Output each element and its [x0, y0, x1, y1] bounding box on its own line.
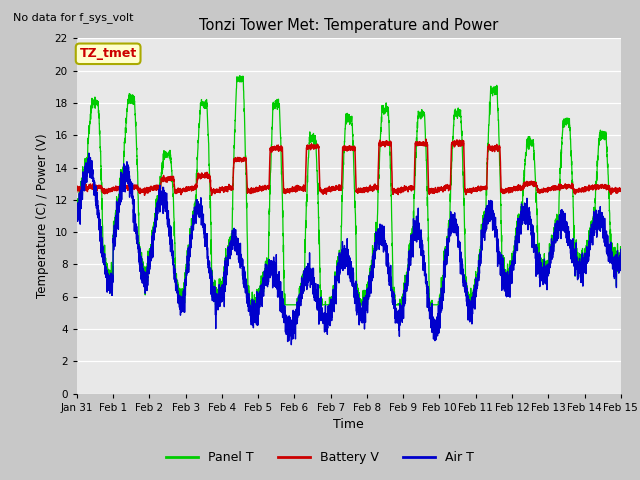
Air T: [616, 258, 624, 264]
Air T: [471, 294, 479, 300]
Panel T: [502, 267, 509, 273]
Y-axis label: Temperature (C) / Power (V): Temperature (C) / Power (V): [36, 134, 49, 298]
Line: Battery V: Battery V: [77, 139, 621, 195]
Air T: [85, 150, 93, 156]
Line: Air T: Air T: [77, 153, 621, 345]
Battery V: [73, 189, 81, 195]
Panel T: [175, 302, 183, 308]
Battery V: [441, 183, 449, 189]
Battery V: [502, 190, 509, 196]
Panel T: [329, 301, 337, 307]
Line: Panel T: Panel T: [77, 76, 621, 305]
Panel T: [616, 255, 624, 261]
Panel T: [171, 233, 179, 239]
Panel T: [441, 267, 449, 273]
Panel T: [73, 198, 81, 204]
Title: Tonzi Tower Met: Temperature and Power: Tonzi Tower Met: Temperature and Power: [199, 18, 499, 33]
Battery V: [617, 186, 625, 192]
Panel T: [236, 73, 244, 79]
Battery V: [471, 187, 479, 193]
Air T: [171, 271, 179, 276]
Panel T: [471, 292, 479, 298]
Panel T: [617, 244, 625, 250]
Air T: [617, 247, 625, 252]
Air T: [329, 305, 337, 311]
Battery V: [171, 185, 179, 191]
Battery V: [616, 186, 624, 192]
Battery V: [329, 184, 337, 190]
Text: TZ_tmet: TZ_tmet: [79, 47, 137, 60]
Air T: [441, 271, 449, 276]
Text: No data for f_sys_volt: No data for f_sys_volt: [13, 12, 133, 23]
Battery V: [208, 192, 216, 198]
Air T: [287, 342, 295, 348]
Battery V: [422, 136, 430, 142]
Air T: [73, 203, 81, 208]
Legend: Panel T, Battery V, Air T: Panel T, Battery V, Air T: [161, 446, 479, 469]
X-axis label: Time: Time: [333, 418, 364, 431]
Air T: [502, 275, 509, 280]
